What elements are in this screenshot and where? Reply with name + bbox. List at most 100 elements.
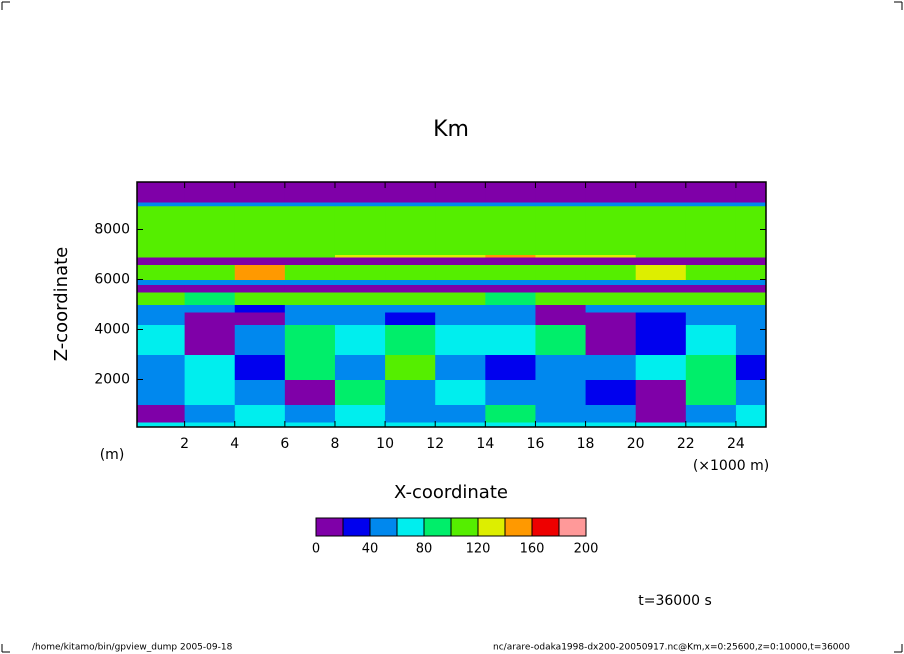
- field-cell: [735, 264, 767, 280]
- field-cell: [535, 182, 587, 203]
- field-cell: [234, 292, 286, 305]
- field-cell: [334, 254, 386, 258]
- field-cell: [685, 354, 737, 380]
- time-label: t=36000 s: [638, 593, 712, 609]
- field-cell: [685, 379, 737, 405]
- field-cell: [184, 202, 236, 207]
- field-cell: [635, 354, 687, 380]
- field-cell: [137, 324, 186, 355]
- field-cell: [334, 284, 386, 293]
- colorbar-box: [531, 517, 560, 537]
- field-cell: [735, 422, 767, 428]
- field-cell: [234, 304, 286, 313]
- field-cell: [585, 205, 637, 255]
- field-cell: [735, 354, 767, 380]
- field-cell: [735, 254, 767, 258]
- field-cell: [137, 279, 186, 285]
- field-cell: [284, 404, 336, 423]
- x-tick-label: 2: [180, 436, 189, 452]
- field-cell: [635, 182, 687, 203]
- field-cell: [685, 279, 737, 285]
- field-cell: [385, 304, 436, 313]
- field-cell: [485, 354, 536, 380]
- colorbar-tick-label: 200: [574, 542, 599, 557]
- y-tick-label: 4000: [94, 322, 130, 338]
- field-cell: [435, 404, 486, 423]
- field-cell: [284, 182, 336, 203]
- field-cell: [234, 422, 286, 428]
- field-cell: [334, 379, 386, 405]
- field-cell: [635, 264, 687, 280]
- field-cell: [635, 257, 687, 265]
- field-cell: [435, 354, 486, 380]
- field-cell: [535, 279, 587, 285]
- field-cell: [137, 354, 186, 380]
- field-cell: [585, 264, 637, 280]
- field-cell: [585, 284, 637, 293]
- field-cell: [334, 205, 386, 255]
- field-cell: [535, 202, 587, 207]
- field-cell: [485, 379, 536, 405]
- field-cell: [435, 264, 486, 280]
- field-cell: [735, 284, 767, 293]
- field-cell: [635, 202, 687, 207]
- x-axis-label: X-coordinate: [394, 482, 508, 503]
- field-cell: [284, 324, 336, 355]
- field-cell: [585, 404, 637, 423]
- field-cell: [184, 292, 236, 305]
- field-cell: [485, 292, 536, 305]
- field-cell: [485, 304, 536, 313]
- field-cell: [234, 324, 286, 355]
- field-cell: [585, 254, 637, 258]
- field-cell: [735, 279, 767, 285]
- field-cell: [184, 379, 236, 405]
- x-tick-label: 18: [577, 436, 595, 452]
- field-cell: [284, 354, 336, 380]
- field-cell: [585, 292, 637, 305]
- field-cell: [385, 202, 436, 207]
- field-cell: [334, 422, 386, 428]
- field-cell: [334, 264, 386, 280]
- field-cell: [685, 404, 737, 423]
- field-cell: [334, 202, 386, 207]
- field-cell: [485, 264, 536, 280]
- colorbar-box: [315, 517, 344, 537]
- field-cell: [184, 324, 236, 355]
- field-cell: [234, 404, 286, 423]
- field-cell: [685, 182, 737, 203]
- field-cell: [735, 292, 767, 305]
- field-cell: [334, 312, 386, 325]
- field-cell: [334, 304, 386, 313]
- field-cell: [685, 304, 737, 313]
- field-cell: [435, 324, 486, 355]
- field-cell: [334, 182, 386, 203]
- footer-right: nc/arare-odaka1998-dx200-20050917.nc@Km,…: [493, 643, 850, 653]
- field-cell: [184, 279, 236, 285]
- field-cell: [284, 279, 336, 285]
- field-cell: [385, 205, 436, 255]
- x-tick-label: 6: [280, 436, 289, 452]
- field-cell: [485, 324, 536, 355]
- field-cell: [635, 404, 687, 423]
- field-cell: [585, 279, 637, 285]
- field-cell: [685, 264, 737, 280]
- x-tick-label: 20: [627, 436, 645, 452]
- field-cell: [137, 264, 186, 280]
- field-cell: [685, 254, 737, 258]
- field-cell: [137, 254, 186, 258]
- field-cell: [635, 284, 687, 293]
- field-cell: [234, 202, 286, 207]
- field-cell: [685, 257, 737, 265]
- field-cell: [485, 422, 536, 428]
- field-cell: [435, 257, 486, 265]
- field-cell: [585, 257, 637, 265]
- colorbar-box: [450, 517, 479, 537]
- field-cell: [685, 284, 737, 293]
- field-cell: [137, 379, 186, 405]
- field-cell: [137, 202, 186, 207]
- field-cell: [284, 292, 336, 305]
- field-cell: [585, 379, 637, 405]
- x-tick-label: 14: [476, 436, 494, 452]
- field-cell: [334, 292, 386, 305]
